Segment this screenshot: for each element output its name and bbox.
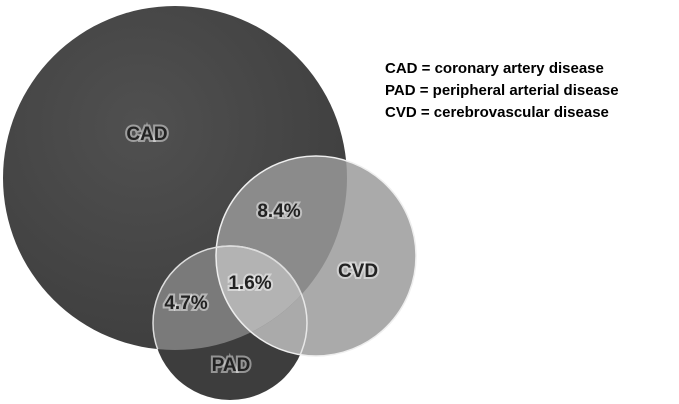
set-label: CAD [126,124,167,145]
set-label: CVD [338,261,378,282]
set-label: PAD [212,355,251,376]
overlap-label: 1.6% [228,273,271,294]
legend-entry: CAD = coronary artery disease [385,60,604,77]
overlap-label: 4.7% [164,293,207,314]
legend-entry: CVD = cerebrovascular disease [385,104,609,121]
legend-entry: PAD = peripheral arterial disease [385,82,619,99]
overlap-label: 8.4% [257,201,300,222]
cvd-outline [215,155,417,357]
